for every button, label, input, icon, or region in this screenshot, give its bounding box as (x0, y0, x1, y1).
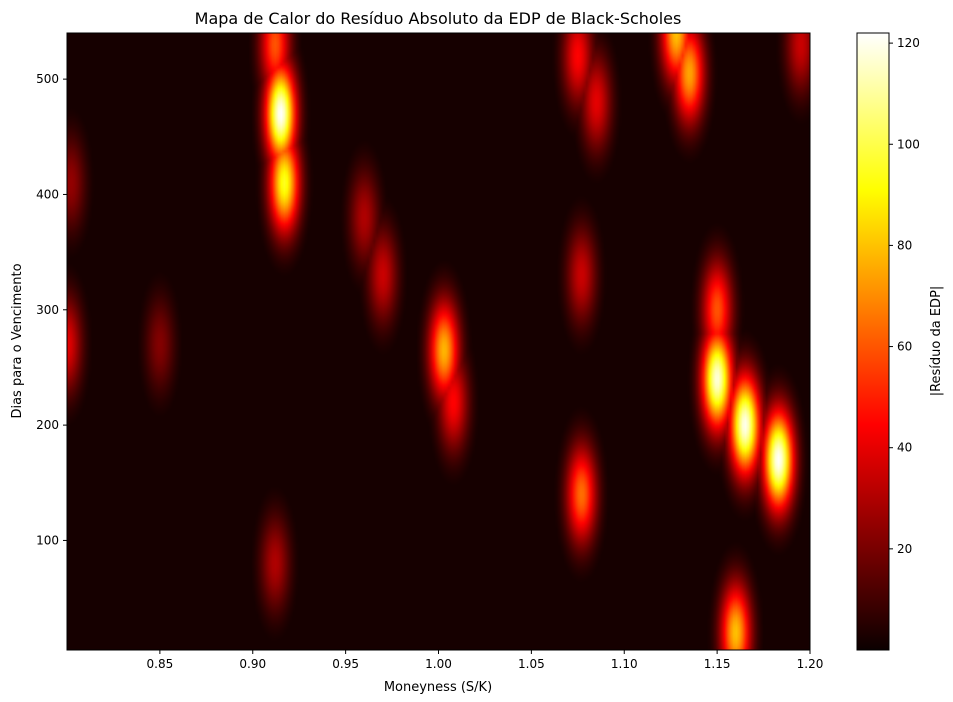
y-tick-label: 300 (36, 303, 59, 317)
y-tick-label: 500 (36, 72, 59, 86)
colorbar-tick-label: 120 (897, 36, 920, 50)
colorbar (856, 32, 890, 651)
colorbar-tick-label: 60 (897, 340, 912, 354)
y-tick-label: 100 (36, 533, 59, 547)
chart-title: Mapa de Calor do Resíduo Absoluto da EDP… (195, 9, 682, 28)
colorbar-tick-label: 100 (897, 137, 920, 151)
y-axis-label: Dias para o Vencimento (10, 263, 25, 418)
heatmap-image (67, 33, 810, 650)
x-tick-label: 0.95 (332, 657, 359, 671)
colorbar-label: |Resíduo da EDP| (929, 286, 944, 397)
colorbar-tick-label: 40 (897, 441, 912, 455)
y-axis: 100 200 300 400 500 (36, 72, 67, 547)
x-tick-label: 1.20 (797, 657, 824, 671)
y-tick-label: 200 (36, 418, 59, 432)
x-tick-label: 1.15 (704, 657, 731, 671)
x-axis-label: Moneyness (S/K) (384, 680, 492, 695)
heatmap-area (67, 33, 810, 650)
x-tick-label: 1.10 (611, 657, 638, 671)
colorbar-tick-label: 80 (897, 238, 912, 252)
x-tick-label: 1.05 (518, 657, 545, 671)
x-tick-label: 1.00 (425, 657, 452, 671)
x-tick-label: 0.85 (147, 657, 174, 671)
x-tick-label: 0.90 (239, 657, 266, 671)
x-axis: 0.85 0.90 0.95 1.00 1.05 1.10 1.15 1.20 (147, 650, 824, 671)
colorbar-tick-label: 20 (897, 542, 912, 556)
colorbar-axis: 20 40 60 80 100 120 (889, 36, 920, 556)
y-tick-label: 400 (36, 187, 59, 201)
